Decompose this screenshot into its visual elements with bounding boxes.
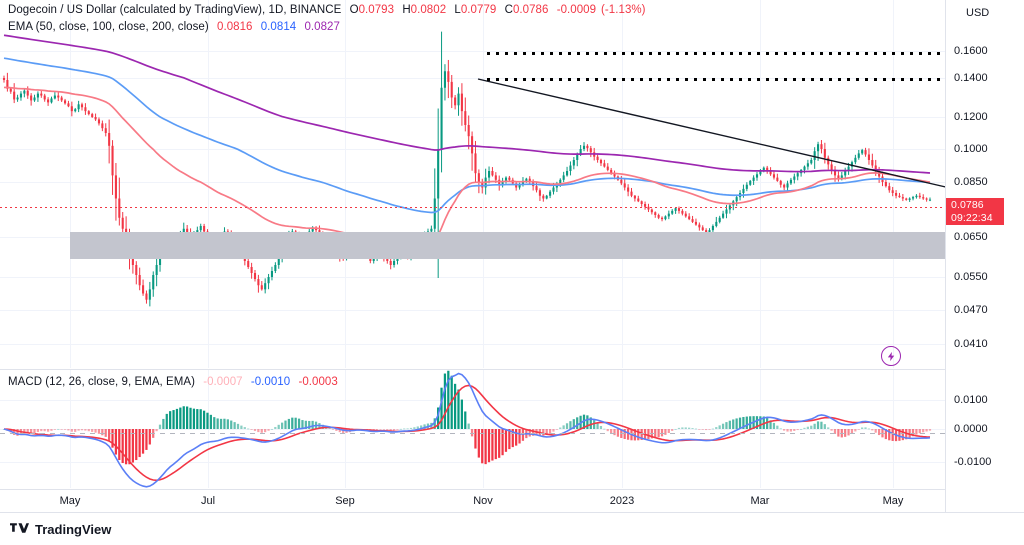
- time-scale-tick: Nov: [473, 495, 493, 507]
- price-series-layer: [2, 31, 951, 307]
- gridline: [0, 117, 945, 118]
- macd-hist-value: -0.0007: [203, 376, 243, 388]
- footer-bar: TradingView: [0, 512, 1024, 545]
- current-price-value: 0.0786: [951, 199, 984, 211]
- time-scale-tick: 2023: [609, 495, 635, 507]
- ema-50-line: [3, 86, 931, 246]
- ema-legend-name[interactable]: EMA (50, close, 100, close, 200, close): [8, 21, 209, 33]
- gridline: [70, 0, 71, 368]
- time-scale-tick: Jul: [200, 495, 216, 507]
- open-value: 0.0793: [358, 4, 395, 16]
- macd-scale-tick: 0.0000: [954, 423, 988, 435]
- tradingview-brand-label: TradingView: [35, 522, 112, 537]
- ema-legend: EMA (50, close, 100, close, 200, close) …: [8, 20, 340, 35]
- low-label: L: [454, 4, 461, 16]
- gridline: [622, 370, 623, 488]
- macd-scale-tick: -0.0100: [954, 456, 992, 468]
- price-scale-tick: 0.1400: [954, 72, 988, 84]
- price-scale-tick: 0.0470: [954, 304, 988, 316]
- price-scale-tick: 0.1200: [954, 111, 988, 123]
- macd-legend: MACD (12, 26, close, 9, EMA, EMA) -0.000…: [8, 375, 338, 390]
- gridline: [0, 78, 945, 79]
- gridline: [622, 0, 623, 368]
- gridline: [208, 0, 209, 368]
- price-scale-tick: 0.0410: [954, 338, 988, 350]
- gridline: [893, 0, 894, 368]
- ema-50-value: 0.0816: [217, 21, 253, 33]
- pane-divider: [0, 369, 1024, 370]
- change-percent: (-1.13%): [601, 4, 646, 16]
- last-price-line: [0, 207, 945, 208]
- gridline: [0, 400, 945, 401]
- time-scale[interactable]: May Jul Sep Nov 2023 Mar May: [0, 489, 945, 512]
- exchange-label[interactable]: BINANCE: [289, 4, 342, 16]
- symbol-title[interactable]: Dogecoin / US Dollar (calculated by Trad…: [8, 4, 263, 16]
- interval-label[interactable]: 1D: [268, 4, 284, 16]
- gridline: [483, 0, 484, 368]
- macd-scale-tick: 0.0100: [954, 394, 988, 406]
- price-scale[interactable]: USD 0.1600 0.1400 0.1200 0.1000 0.0850 0.0650…: [945, 0, 1024, 512]
- time-scale-tick: Sep: [335, 495, 355, 507]
- candlestick-series: [2, 31, 932, 307]
- macd-zero-line: [0, 433, 945, 434]
- price-pane[interactable]: Dogecoin / US Dollar (calculated by Trad…: [0, 0, 951, 368]
- gridline: [0, 310, 945, 311]
- time-scale-tick: Mar: [750, 495, 770, 507]
- price-scale-tick: 0.0550: [954, 271, 988, 283]
- time-scale-tick: May: [59, 495, 81, 507]
- resistance-line-lower[interactable]: [487, 78, 945, 81]
- tradingview-brand[interactable]: TradingView: [10, 522, 111, 537]
- symbol-legend: Dogecoin / US Dollar (calculated by Trad…: [8, 4, 646, 16]
- price-scale-tick: 0.1000: [954, 143, 988, 155]
- gridline: [0, 277, 945, 278]
- ema-100-line: [3, 57, 931, 214]
- ema-200-value: 0.0827: [304, 21, 340, 33]
- descending-trendline[interactable]: [477, 78, 951, 189]
- macd-line-value: -0.0010: [250, 376, 291, 388]
- macd-pane[interactable]: [0, 370, 945, 488]
- price-scale-tick: 0.0650: [954, 231, 988, 243]
- ema-100-value: 0.0814: [260, 21, 297, 33]
- ema-200-line: [3, 34, 931, 174]
- change-value: -0.0009: [556, 4, 597, 16]
- tradingview-logo: [10, 522, 29, 537]
- open-label: O: [349, 4, 359, 16]
- high-value: 0.0802: [410, 4, 447, 16]
- gridline: [0, 462, 945, 463]
- gridline: [0, 344, 945, 345]
- gridline: [760, 0, 761, 368]
- low-value: 0.0779: [460, 4, 497, 16]
- macd-legend-name[interactable]: MACD (12, 26, close, 9, EMA, EMA): [8, 376, 195, 388]
- macd-signal-value: -0.0003: [298, 376, 338, 388]
- price-scale-tick: 0.1600: [954, 45, 988, 57]
- current-price-badge[interactable]: 0.0786 09:22:34: [946, 198, 1004, 225]
- currency-label: USD: [966, 7, 990, 19]
- gridline: [345, 0, 346, 368]
- gridline: [0, 51, 945, 52]
- gridline: [483, 370, 484, 488]
- time-scale-tick: May: [882, 495, 904, 507]
- gridline: [70, 370, 71, 488]
- bolt-icon[interactable]: [881, 346, 901, 366]
- macd-line: [3, 372, 931, 488]
- current-price-countdown: 09:22:34: [951, 212, 993, 224]
- resistance-line-upper[interactable]: [487, 52, 945, 55]
- price-scale-tick: 0.0850: [954, 176, 988, 188]
- close-label: C: [504, 4, 513, 16]
- support-zone-rect[interactable]: [70, 232, 945, 259]
- close-value: 0.0786: [512, 4, 549, 16]
- high-label: H: [402, 4, 411, 16]
